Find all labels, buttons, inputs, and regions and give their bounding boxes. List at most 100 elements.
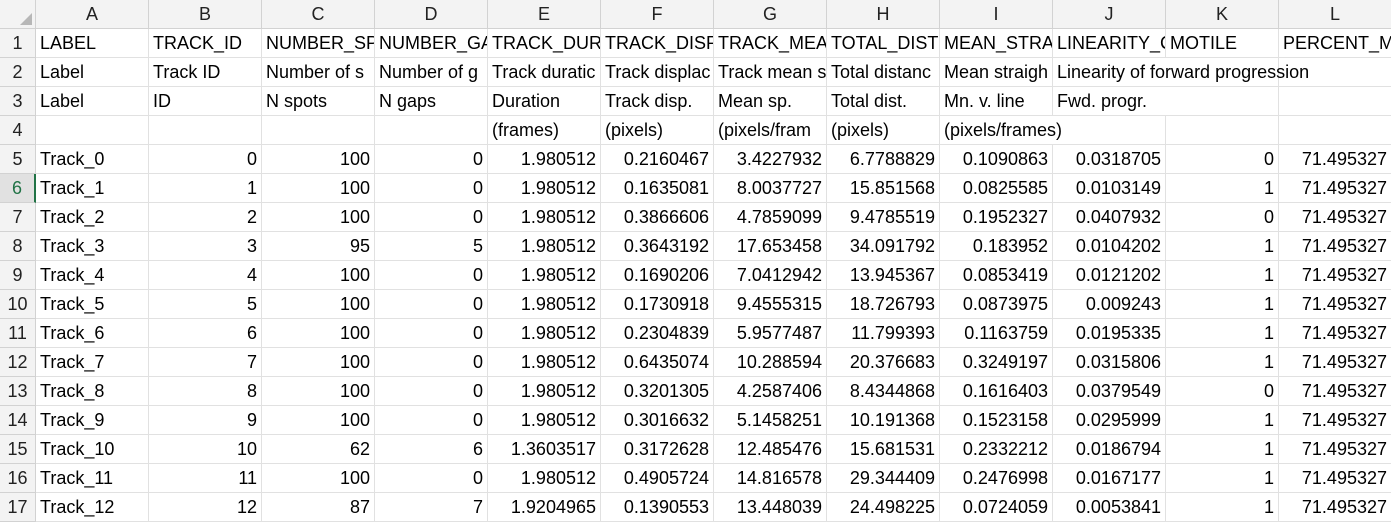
cell-i2[interactable]: Mean straigh: [940, 58, 1053, 87]
cell-k6[interactable]: 1: [1166, 174, 1279, 203]
cell-d6[interactable]: 0: [375, 174, 488, 203]
cell-a12[interactable]: Track_7: [36, 348, 149, 377]
row-header-5[interactable]: 5: [0, 145, 36, 174]
cell-h6[interactable]: 15.851568: [827, 174, 940, 203]
cell-a9[interactable]: Track_4: [36, 261, 149, 290]
cell-i15[interactable]: 0.2332212: [940, 435, 1053, 464]
cell-k1[interactable]: MOTILE: [1166, 29, 1279, 58]
cell-h15[interactable]: 15.681531: [827, 435, 940, 464]
column-header-c[interactable]: C: [262, 0, 375, 29]
cell-e8[interactable]: 1.980512: [488, 232, 601, 261]
cell-h13[interactable]: 8.4344868: [827, 377, 940, 406]
cell-b15[interactable]: 10: [149, 435, 262, 464]
cell-i13[interactable]: 0.1616403: [940, 377, 1053, 406]
cell-b12[interactable]: 7: [149, 348, 262, 377]
cell-a3[interactable]: Label: [36, 87, 149, 116]
column-header-d[interactable]: D: [375, 0, 488, 29]
cell-j9[interactable]: 0.0121202: [1053, 261, 1166, 290]
column-header-e[interactable]: E: [488, 0, 601, 29]
cell-i12[interactable]: 0.3249197: [940, 348, 1053, 377]
cell-f5[interactable]: 0.2160467: [601, 145, 714, 174]
cell-e6[interactable]: 1.980512: [488, 174, 601, 203]
cell-b5[interactable]: 0: [149, 145, 262, 174]
cell-g8[interactable]: 17.653458: [714, 232, 827, 261]
cell-h8[interactable]: 34.091792: [827, 232, 940, 261]
cell-g5[interactable]: 3.4227932: [714, 145, 827, 174]
cell-d5[interactable]: 0: [375, 145, 488, 174]
cell-g15[interactable]: 12.485476: [714, 435, 827, 464]
cell-c14[interactable]: 100: [262, 406, 375, 435]
cell-l16[interactable]: 71.495327: [1279, 464, 1391, 493]
cell-l15[interactable]: 71.495327: [1279, 435, 1391, 464]
cell-f3[interactable]: Track disp.: [601, 87, 714, 116]
cell-l8[interactable]: 71.495327: [1279, 232, 1391, 261]
cell-g11[interactable]: 5.9577487: [714, 319, 827, 348]
row-header-6[interactable]: 6: [0, 174, 36, 203]
cell-j11[interactable]: 0.0195335: [1053, 319, 1166, 348]
cell-a6[interactable]: Track_1: [36, 174, 149, 203]
cell-e4[interactable]: (frames): [488, 116, 601, 145]
cell-k11[interactable]: 1: [1166, 319, 1279, 348]
column-header-j[interactable]: J: [1053, 0, 1166, 29]
cell-c11[interactable]: 100: [262, 319, 375, 348]
cell-d8[interactable]: 5: [375, 232, 488, 261]
cell-k12[interactable]: 1: [1166, 348, 1279, 377]
row-header-14[interactable]: 14: [0, 406, 36, 435]
cell-g7[interactable]: 4.7859099: [714, 203, 827, 232]
cell-h5[interactable]: 6.7788829: [827, 145, 940, 174]
cell-c1[interactable]: NUMBER_SP: [262, 29, 375, 58]
cell-a13[interactable]: Track_8: [36, 377, 149, 406]
cell-d11[interactable]: 0: [375, 319, 488, 348]
cell-k17[interactable]: 1: [1166, 493, 1279, 522]
cell-d9[interactable]: 0: [375, 261, 488, 290]
cell-h7[interactable]: 9.4785519: [827, 203, 940, 232]
column-header-f[interactable]: F: [601, 0, 714, 29]
row-header-12[interactable]: 12: [0, 348, 36, 377]
column-header-h[interactable]: H: [827, 0, 940, 29]
cell-a16[interactable]: Track_11: [36, 464, 149, 493]
cell-d13[interactable]: 0: [375, 377, 488, 406]
cell-c10[interactable]: 100: [262, 290, 375, 319]
cell-d12[interactable]: 0: [375, 348, 488, 377]
row-header-17[interactable]: 17: [0, 493, 36, 522]
cell-f6[interactable]: 0.1635081: [601, 174, 714, 203]
cell-a17[interactable]: Track_12: [36, 493, 149, 522]
cell-d3[interactable]: N gaps: [375, 87, 488, 116]
cell-f2[interactable]: Track displac: [601, 58, 714, 87]
cell-e13[interactable]: 1.980512: [488, 377, 601, 406]
cell-f1[interactable]: TRACK_DISP: [601, 29, 714, 58]
cell-e2[interactable]: Track duratic: [488, 58, 601, 87]
cell-c13[interactable]: 100: [262, 377, 375, 406]
cell-j3[interactable]: Fwd. progr.: [1053, 87, 1391, 116]
cell-l13[interactable]: 71.495327: [1279, 377, 1391, 406]
cell-f13[interactable]: 0.3201305: [601, 377, 714, 406]
cell-e16[interactable]: 1.980512: [488, 464, 601, 493]
cell-b9[interactable]: 4: [149, 261, 262, 290]
cell-g1[interactable]: TRACK_MEA: [714, 29, 827, 58]
row-header-9[interactable]: 9: [0, 261, 36, 290]
cell-i1[interactable]: MEAN_STRA: [940, 29, 1053, 58]
cell-i4[interactable]: (pixels/frames): [940, 116, 1391, 145]
cell-c6[interactable]: 100: [262, 174, 375, 203]
cell-g4[interactable]: (pixels/fram: [714, 116, 827, 145]
cell-e1[interactable]: TRACK_DUR: [488, 29, 601, 58]
cell-j5[interactable]: 0.0318705: [1053, 145, 1166, 174]
cell-d14[interactable]: 0: [375, 406, 488, 435]
cell-d4[interactable]: [375, 116, 488, 145]
column-header-l[interactable]: L: [1279, 0, 1391, 29]
cell-k14[interactable]: 1: [1166, 406, 1279, 435]
cell-d7[interactable]: 0: [375, 203, 488, 232]
cell-d15[interactable]: 6: [375, 435, 488, 464]
cell-f11[interactable]: 0.2304839: [601, 319, 714, 348]
cell-h9[interactable]: 13.945367: [827, 261, 940, 290]
cell-j2[interactable]: Linearity of forward progression: [1053, 58, 1391, 87]
cell-g17[interactable]: 13.448039: [714, 493, 827, 522]
cell-g6[interactable]: 8.0037727: [714, 174, 827, 203]
cell-b6[interactable]: 1: [149, 174, 262, 203]
cell-a1[interactable]: LABEL: [36, 29, 149, 58]
row-header-11[interactable]: 11: [0, 319, 36, 348]
cell-l11[interactable]: 71.495327: [1279, 319, 1391, 348]
row-header-1[interactable]: 1: [0, 29, 36, 58]
cell-i3[interactable]: Mn. v. line: [940, 87, 1053, 116]
column-header-a[interactable]: A: [36, 0, 149, 29]
